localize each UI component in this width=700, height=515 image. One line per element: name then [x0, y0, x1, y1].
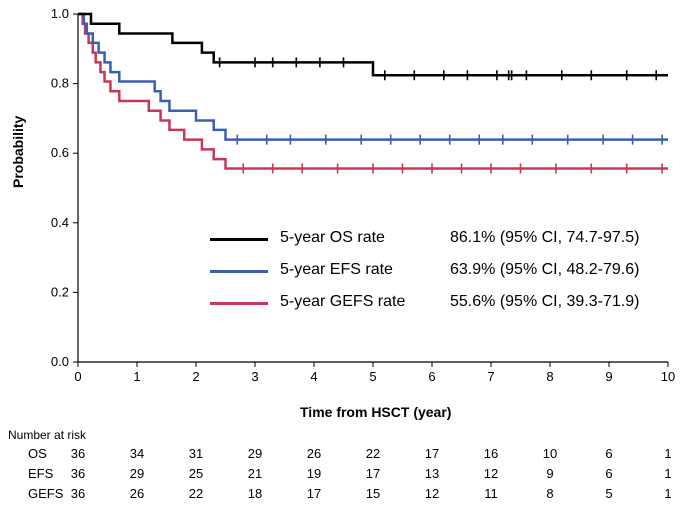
km-figure: { "layout": { "width": 700, "height": 51…	[0, 0, 700, 515]
risk-cell: 1	[654, 446, 682, 461]
legend-label-os: 5-year OS rate	[280, 229, 385, 247]
legend-line-os	[210, 238, 268, 241]
risk-cell: 17	[300, 486, 328, 501]
risk-cell: 11	[477, 486, 505, 501]
svg-text:6: 6	[428, 369, 435, 384]
risk-cell: 17	[359, 466, 387, 481]
risk-cell: 21	[241, 466, 269, 481]
risk-cell: 16	[477, 446, 505, 461]
svg-text:0.6: 0.6	[51, 145, 69, 160]
legend-value-gefs: 55.6% (95% CI, 39.3-71.9)	[450, 293, 639, 311]
risk-cell: 9	[536, 466, 564, 481]
km-svg: 0.00.20.40.60.81.0012345678910	[0, 0, 700, 515]
legend-label-efs: 5-year EFS rate	[280, 261, 393, 279]
legend-label-gefs: 5-year GEFS rate	[280, 293, 405, 311]
svg-text:1: 1	[133, 369, 140, 384]
risk-cell: 12	[477, 466, 505, 481]
risk-cell: 36	[64, 486, 92, 501]
risk-cell: 36	[64, 466, 92, 481]
svg-text:0: 0	[74, 369, 81, 384]
svg-text:0.2: 0.2	[51, 284, 69, 299]
risk-cell: 34	[123, 446, 151, 461]
svg-text:0.0: 0.0	[51, 354, 69, 369]
svg-text:3: 3	[251, 369, 258, 384]
risk-cell: 17	[418, 446, 446, 461]
svg-text:4: 4	[310, 369, 317, 384]
risk-table-header: Number at risk	[8, 428, 86, 442]
svg-text:0.8: 0.8	[51, 76, 69, 91]
svg-text:2: 2	[192, 369, 199, 384]
risk-row-label-efs: EFS	[28, 466, 53, 481]
legend-line-efs	[210, 270, 268, 273]
risk-cell: 29	[241, 446, 269, 461]
svg-text:9: 9	[605, 369, 612, 384]
risk-row-label-gefs: GEFS	[28, 486, 63, 501]
risk-cell: 10	[536, 446, 564, 461]
risk-cell: 22	[359, 446, 387, 461]
risk-row-label-os: OS	[28, 446, 47, 461]
legend-value-efs: 63.9% (95% CI, 48.2-79.6)	[450, 261, 639, 279]
risk-cell: 5	[595, 486, 623, 501]
y-axis-title: Probability	[10, 116, 26, 188]
risk-cell: 6	[595, 446, 623, 461]
risk-cell: 1	[654, 486, 682, 501]
risk-cell: 26	[300, 446, 328, 461]
risk-cell: 26	[123, 486, 151, 501]
risk-cell: 6	[595, 466, 623, 481]
risk-cell: 1	[654, 466, 682, 481]
risk-cell: 15	[359, 486, 387, 501]
legend-line-gefs	[210, 302, 268, 305]
svg-text:5: 5	[369, 369, 376, 384]
risk-cell: 22	[182, 486, 210, 501]
svg-text:10: 10	[661, 369, 675, 384]
risk-cell: 12	[418, 486, 446, 501]
risk-cell: 18	[241, 486, 269, 501]
risk-cell: 29	[123, 466, 151, 481]
svg-text:8: 8	[546, 369, 553, 384]
svg-text:0.4: 0.4	[51, 215, 69, 230]
x-axis-title: Time from HSCT (year)	[300, 404, 451, 420]
risk-cell: 19	[300, 466, 328, 481]
risk-cell: 25	[182, 466, 210, 481]
svg-text:1.0: 1.0	[51, 6, 69, 21]
risk-cell: 8	[536, 486, 564, 501]
risk-cell: 36	[64, 446, 92, 461]
svg-text:7: 7	[487, 369, 494, 384]
risk-cell: 31	[182, 446, 210, 461]
legend-value-os: 86.1% (95% CI, 74.7-97.5)	[450, 229, 639, 247]
risk-cell: 13	[418, 466, 446, 481]
